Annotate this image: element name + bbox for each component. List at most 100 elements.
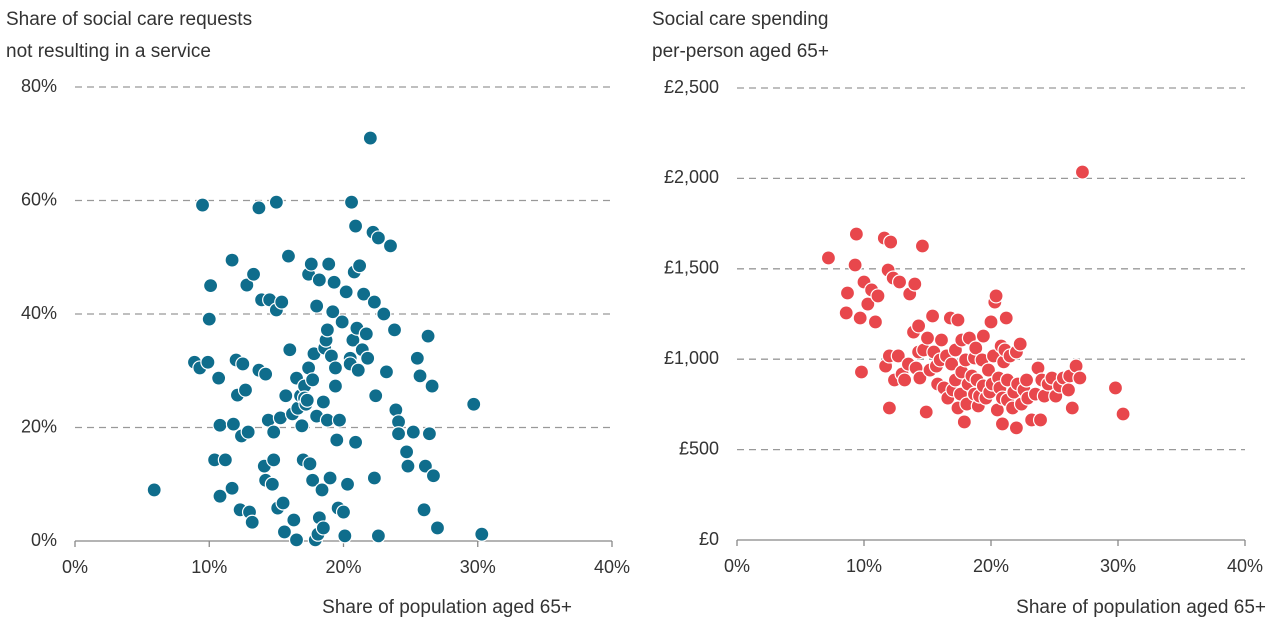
dot — [360, 350, 376, 366]
dot — [412, 368, 428, 384]
dot — [212, 488, 228, 504]
dot — [339, 476, 356, 492]
dot — [370, 528, 387, 544]
y-tick-label: £500 — [679, 438, 719, 458]
dot — [326, 274, 342, 290]
dot — [343, 194, 360, 210]
dot — [424, 378, 440, 394]
dot — [1115, 406, 1131, 422]
dot — [474, 526, 490, 542]
dot — [329, 432, 345, 448]
dot — [350, 362, 366, 378]
dot — [337, 528, 353, 544]
y-tick-label: £2,000 — [664, 167, 719, 187]
y-tick-label: £0 — [699, 529, 719, 549]
dot — [352, 258, 368, 274]
dot — [266, 424, 282, 440]
dot — [398, 444, 415, 460]
dot — [225, 416, 242, 432]
dot — [358, 326, 374, 342]
dot — [309, 298, 325, 314]
dot — [820, 250, 837, 266]
dot — [386, 322, 403, 338]
dot — [382, 238, 399, 254]
dot — [421, 426, 438, 442]
dot — [335, 504, 352, 520]
dot — [416, 502, 432, 518]
dot — [264, 476, 280, 492]
dot — [376, 306, 392, 322]
y-tick-label: 40% — [21, 303, 57, 323]
dot — [420, 328, 436, 344]
dot — [409, 350, 425, 366]
y-tick-label: 0% — [31, 530, 57, 550]
dot — [944, 356, 960, 372]
dot — [838, 305, 854, 321]
dot — [266, 452, 282, 468]
dot — [466, 396, 482, 412]
dot — [305, 472, 321, 488]
y-tick-label: £1,000 — [664, 348, 719, 368]
dot — [860, 296, 876, 312]
dot — [956, 414, 972, 430]
x-tick-label: 40% — [594, 557, 630, 577]
dot — [362, 130, 378, 146]
dot — [912, 370, 928, 386]
dot — [1064, 400, 1080, 416]
dot — [852, 310, 868, 326]
dot — [275, 495, 291, 511]
dot — [378, 364, 395, 380]
dot — [146, 482, 162, 498]
dot — [217, 452, 233, 468]
dot — [282, 342, 298, 358]
dot — [224, 252, 240, 268]
dot — [240, 424, 256, 440]
dot — [268, 194, 284, 210]
dot — [1072, 370, 1088, 386]
dot — [200, 354, 216, 370]
dot — [848, 226, 864, 242]
dot — [321, 256, 337, 272]
y-axis-title: Social care spending — [652, 9, 828, 30]
dot — [1012, 336, 1028, 352]
dot — [1032, 412, 1049, 428]
y-tick-label: £1,500 — [664, 258, 719, 278]
dot — [325, 304, 341, 320]
y-tick-label: 20% — [21, 416, 57, 436]
x-tick-label: 0% — [62, 557, 88, 577]
y-axis-title: per-person aged 65+ — [652, 41, 829, 62]
dot — [276, 524, 293, 540]
y-tick-label: 80% — [21, 76, 57, 96]
dot — [314, 482, 330, 498]
dot — [322, 470, 338, 486]
dot — [983, 314, 999, 330]
dot — [881, 400, 898, 416]
dot — [867, 314, 884, 330]
dot — [280, 248, 297, 264]
dot — [918, 404, 934, 420]
dot — [390, 426, 407, 442]
dot — [988, 288, 1004, 304]
dot — [239, 277, 255, 293]
x-tick-label: 20% — [973, 556, 1009, 576]
dot — [368, 388, 384, 404]
dot — [299, 392, 315, 408]
y-axis-title: Share of social care requests — [6, 9, 252, 30]
dot — [224, 480, 240, 496]
dot — [370, 230, 387, 246]
dot — [319, 322, 335, 338]
dot — [235, 356, 251, 372]
dot — [356, 286, 372, 302]
dot — [347, 434, 364, 450]
x-axis-title: Share of population aged 65+ — [322, 597, 572, 618]
dot — [258, 366, 274, 382]
dot — [237, 382, 254, 398]
dot — [870, 288, 886, 304]
dot — [425, 468, 442, 484]
dot — [305, 372, 321, 388]
dot — [286, 512, 302, 528]
x-tick-label: 10% — [191, 557, 227, 577]
dot — [897, 372, 913, 388]
dot — [278, 388, 294, 404]
dot — [288, 532, 305, 548]
